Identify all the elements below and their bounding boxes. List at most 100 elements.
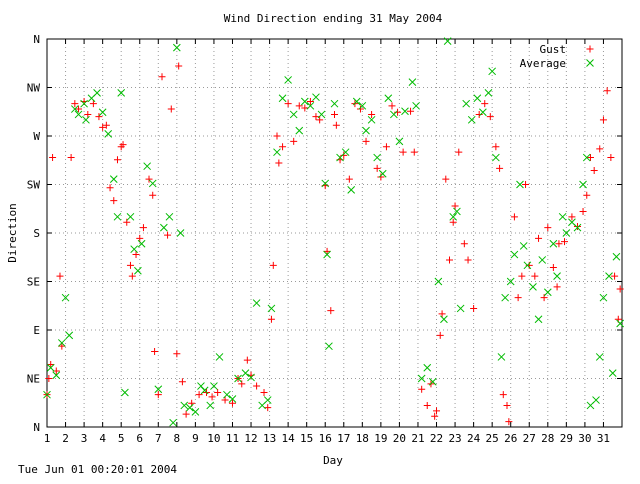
average-point [252, 299, 261, 307]
gust-point [99, 123, 107, 131]
average-point [98, 108, 107, 117]
gust-point [167, 105, 175, 113]
gust-point [84, 110, 92, 118]
gust-point [436, 331, 444, 339]
average-point [191, 408, 200, 416]
average-point [126, 212, 135, 221]
gust-point [145, 175, 153, 183]
average-point [534, 315, 543, 324]
gust-point [583, 191, 591, 199]
average-point [321, 179, 330, 188]
x-tick-label: 25 [486, 432, 499, 445]
gust-point [553, 283, 561, 291]
y-tick-label: NE [27, 373, 40, 386]
gust-point [327, 307, 335, 315]
series-average [43, 37, 624, 427]
average-point [549, 239, 558, 248]
average-point [479, 108, 487, 117]
average-point [160, 223, 168, 232]
gust-point [446, 256, 453, 264]
gust-point [382, 143, 390, 151]
gust-point [579, 207, 587, 215]
gust-point [260, 389, 268, 397]
average-point [137, 239, 146, 248]
average-point [306, 101, 315, 110]
gust-point [362, 137, 370, 145]
average-point [295, 126, 304, 135]
x-tick-label: 23 [448, 432, 461, 445]
gust-point [238, 380, 246, 388]
gust-point [449, 218, 457, 226]
gust-point [175, 62, 183, 70]
average-point [267, 304, 276, 313]
average-point [223, 390, 231, 399]
gust-point [492, 143, 500, 151]
average-point [562, 229, 571, 237]
x-tick-label: 13 [263, 432, 276, 445]
gust-point [290, 137, 298, 145]
average-point [312, 93, 320, 102]
average-point [228, 395, 237, 403]
average-point [210, 382, 218, 390]
average-point [61, 293, 70, 302]
average-point [582, 153, 591, 162]
y-tick-label: SE [27, 276, 40, 289]
average-point [74, 110, 83, 119]
average-point [284, 76, 292, 84]
gust-point [373, 164, 381, 172]
average-point [492, 153, 500, 162]
gust-point [208, 393, 216, 401]
gust-point [544, 224, 552, 232]
grid-lines [47, 39, 622, 427]
gust-point [616, 285, 624, 293]
gust-point [388, 102, 396, 110]
average-point [373, 153, 382, 162]
gust-point [332, 121, 340, 129]
average-point [440, 315, 448, 324]
gust-point [555, 240, 563, 248]
average-point [323, 250, 331, 259]
y-tick-label: NW [27, 82, 41, 95]
average-point [608, 369, 617, 377]
tick-labels: 1 2 3 4 5 6 7 8 9 10 11 12 13 14 15 16 17 18 19 20 21 22 23 24 2… [27, 33, 610, 445]
gust-point [113, 156, 121, 164]
gust-point [418, 385, 426, 393]
average-point [516, 180, 524, 189]
average-point [595, 353, 604, 361]
x-tick-label: 28 [541, 432, 554, 445]
average-point [200, 386, 209, 395]
gust-point [451, 202, 459, 210]
y-tick-label: N [33, 421, 40, 434]
gust-point [368, 110, 376, 118]
average-point [592, 396, 600, 404]
average-point [234, 374, 242, 383]
gust-point [596, 145, 604, 153]
x-tick-label: 19 [374, 432, 387, 445]
gust-point [243, 356, 251, 364]
gust-point [603, 87, 611, 95]
x-tick-label: 24 [467, 432, 481, 445]
gust-point [331, 110, 338, 118]
series-gust [43, 62, 624, 426]
x-tick-label: 14 [282, 432, 296, 445]
gust-point [323, 247, 331, 255]
average-point [325, 342, 333, 351]
average-point [263, 396, 272, 404]
x-tick-label: 27 [523, 432, 536, 445]
average-point [384, 94, 393, 103]
average-point [616, 319, 624, 328]
average-point [289, 110, 298, 119]
gust-point [356, 105, 364, 113]
gust-point [178, 378, 186, 386]
gust-point [182, 410, 190, 418]
x-tick-label: 2 [62, 432, 69, 445]
x-tick-label: 18 [356, 432, 369, 445]
x-tick-label: 5 [118, 432, 125, 445]
gust-point [301, 104, 309, 112]
average-point [501, 293, 509, 302]
gust-point [273, 132, 281, 140]
average-point [300, 97, 309, 106]
average-point [154, 385, 163, 394]
average-point [412, 101, 420, 110]
